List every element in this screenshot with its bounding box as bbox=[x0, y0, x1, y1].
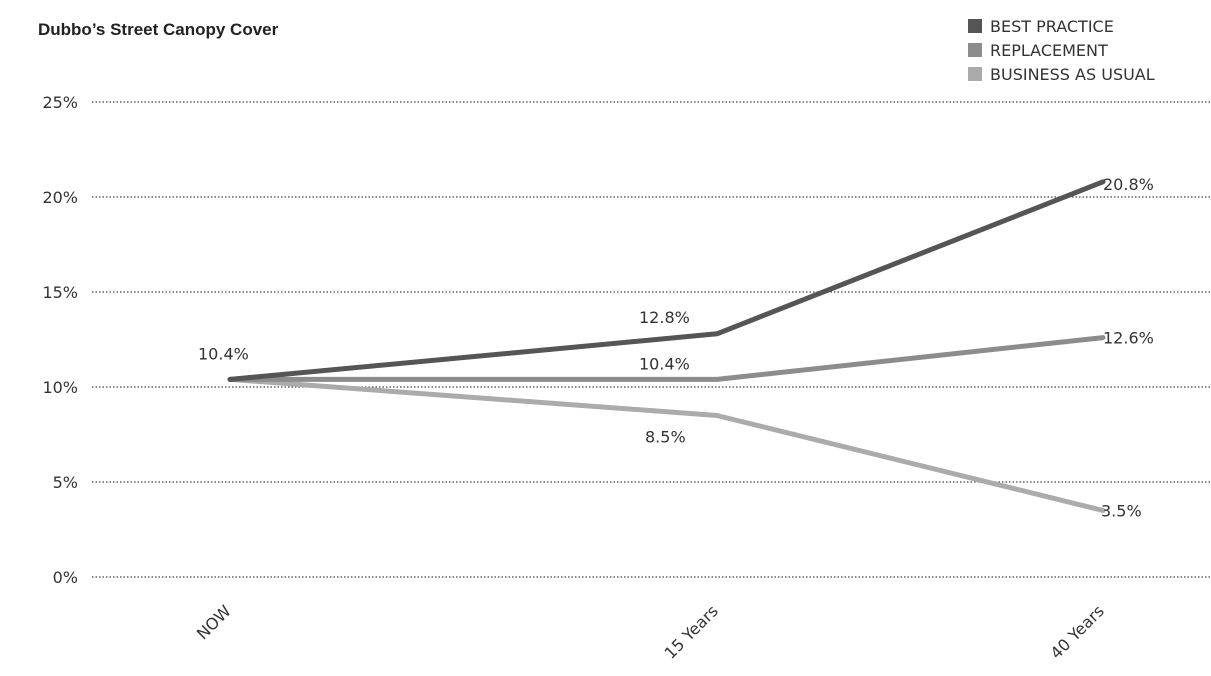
y-axis-ticks: 0% 5% 10% 15% 20% 25% bbox=[42, 93, 78, 587]
legend-item-replacement: REPLACEMENT bbox=[968, 38, 1155, 62]
data-label-business-as-usual: 3.5% bbox=[1101, 502, 1142, 521]
legend-item-business-as-usual: BUSINESS AS USUAL bbox=[968, 62, 1155, 86]
series-line-replacement bbox=[227, 335, 1106, 382]
y-tick-label: 25% bbox=[42, 93, 78, 112]
legend-swatch-replacement bbox=[968, 43, 982, 57]
legend-swatch-best-practice bbox=[968, 19, 982, 33]
gridlines bbox=[92, 101, 1211, 578]
y-tick-label: 10% bbox=[42, 378, 78, 397]
x-tick-label: 40 Years bbox=[1047, 601, 1108, 662]
legend-swatch-business-as-usual bbox=[968, 67, 982, 81]
legend-label-replacement: REPLACEMENT bbox=[990, 40, 1108, 60]
series-line-business-as-usual bbox=[227, 376, 1106, 513]
x-tick-label: 15 Years bbox=[661, 601, 722, 662]
y-tick-label: 5% bbox=[53, 473, 78, 492]
data-label-business-as-usual: 8.5% bbox=[645, 428, 686, 447]
legend-label-best-practice: BEST PRACTICE bbox=[990, 16, 1114, 36]
legend: BEST PRACTICE REPLACEMENT BUSINESS AS US… bbox=[968, 14, 1155, 86]
y-tick-label: 20% bbox=[42, 188, 78, 207]
data-label-replacement: 10.4% bbox=[639, 354, 690, 373]
legend-item-best-practice: BEST PRACTICE bbox=[968, 14, 1155, 38]
data-label-best-practice: 20.8% bbox=[1103, 175, 1154, 194]
data-label-replacement: 12.6% bbox=[1103, 329, 1154, 348]
legend-label-business-as-usual: BUSINESS AS USUAL bbox=[990, 64, 1155, 84]
data-label-best-practice: 12.8% bbox=[639, 308, 690, 327]
series-line-best-practice bbox=[227, 179, 1106, 382]
series-lines bbox=[227, 179, 1106, 513]
x-tick-label: NOW bbox=[193, 601, 235, 643]
chart-title: Dubbo’s Street Canopy Cover bbox=[38, 20, 279, 39]
y-tick-label: 0% bbox=[53, 568, 78, 587]
x-axis-ticks: NOW 15 Years 40 Years bbox=[193, 601, 1108, 662]
data-labels: 10.4% 12.8% 20.8% 10.4% 12.6% 8.5% 3.5% bbox=[198, 175, 1154, 521]
data-label-best-practice: 10.4% bbox=[198, 344, 249, 363]
y-tick-label: 15% bbox=[42, 283, 78, 302]
